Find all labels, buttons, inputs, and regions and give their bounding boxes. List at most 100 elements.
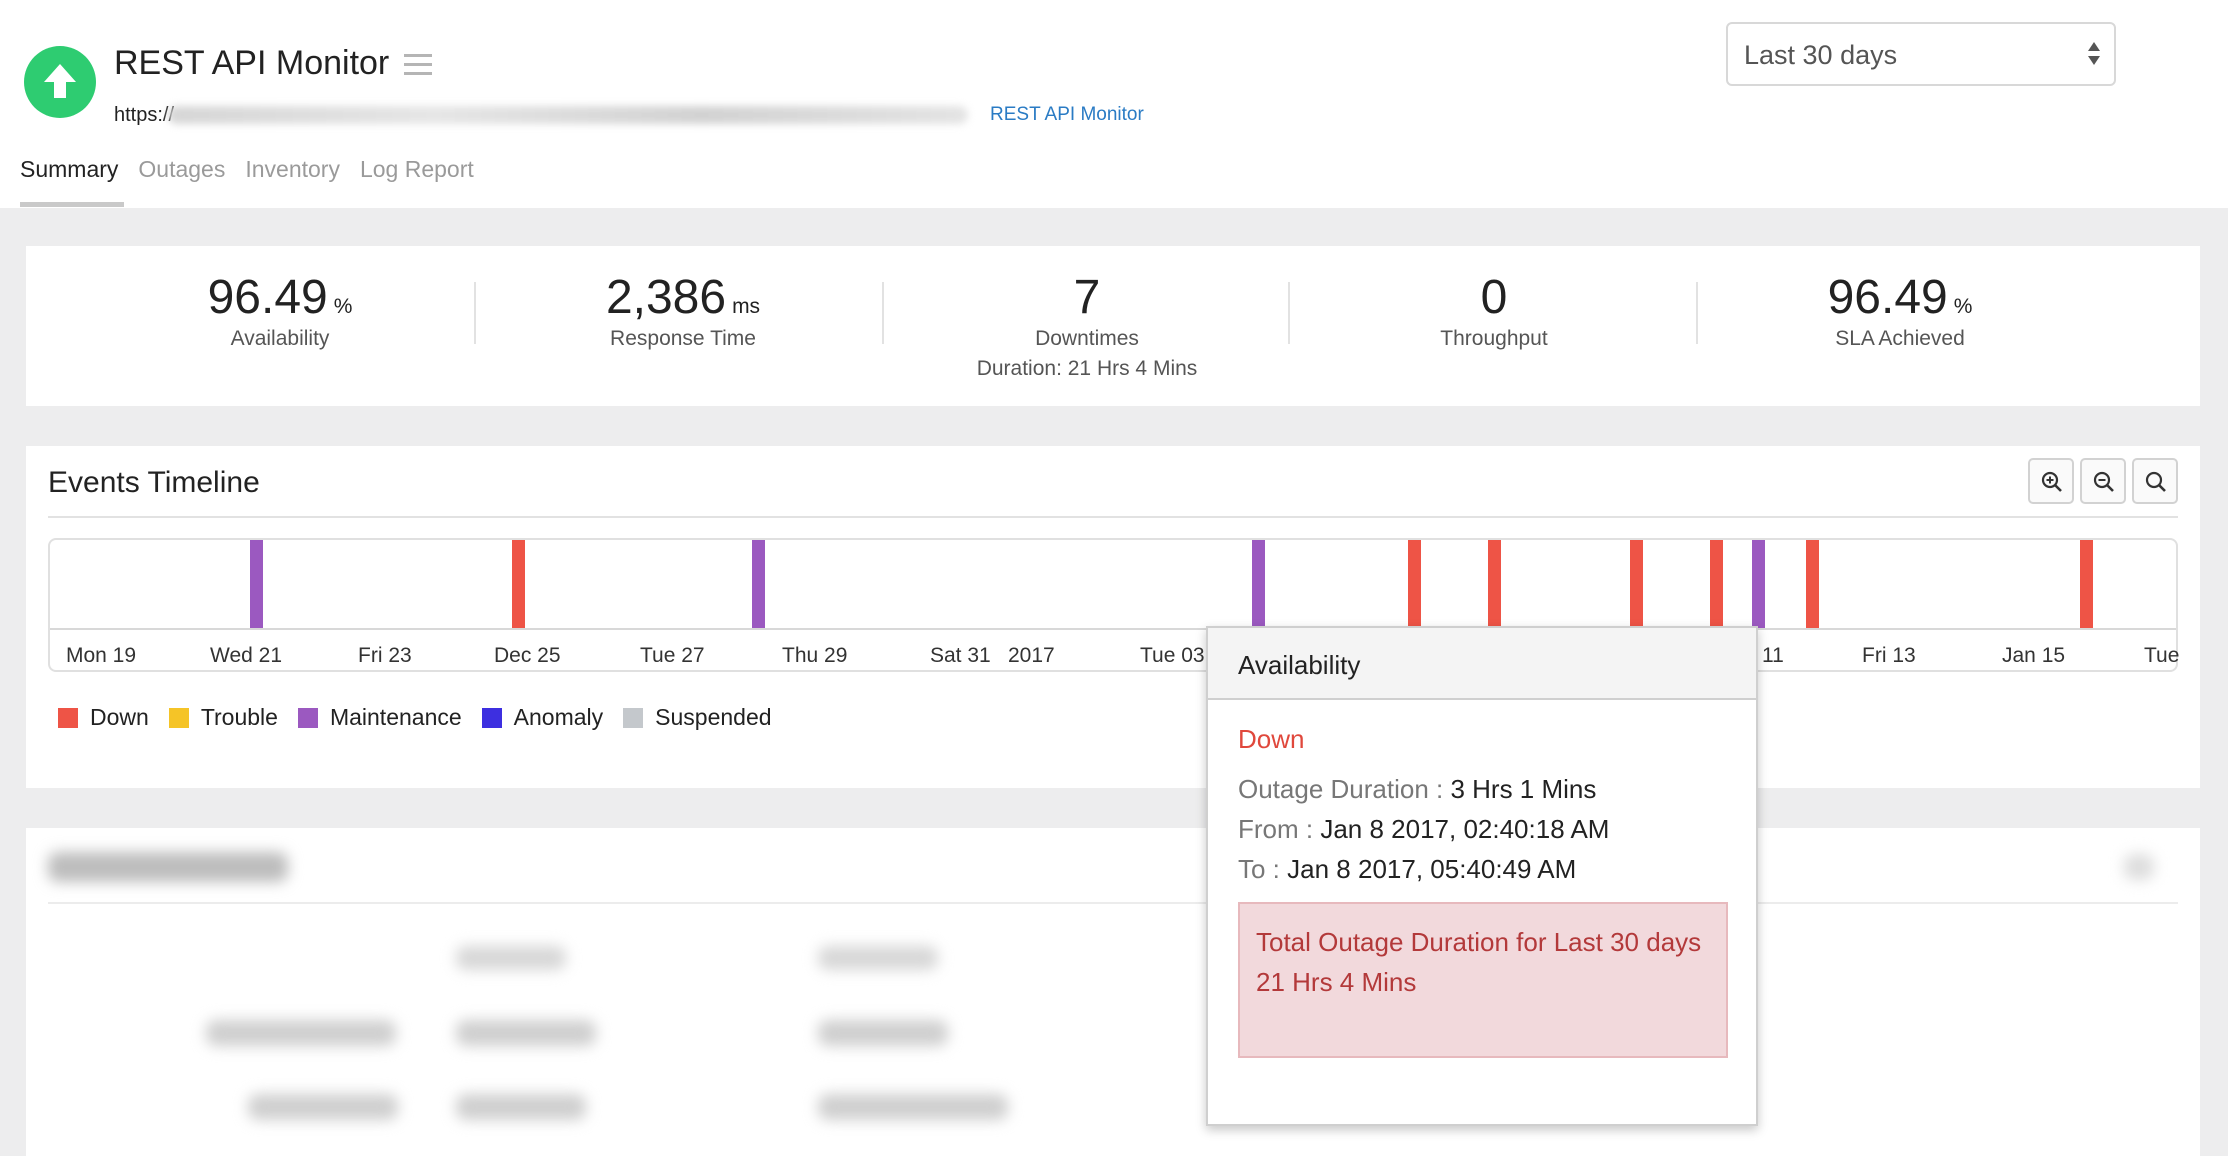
tab-log-report[interactable]: Log Report <box>359 156 474 182</box>
monitor-type-link[interactable]: REST API Monitor <box>990 104 1144 125</box>
stat-value: 96.49 <box>207 271 328 324</box>
axis-tick-label: 11 <box>1762 644 1784 667</box>
zoom-in-button[interactable] <box>2028 458 2074 504</box>
blurred-title <box>48 852 288 882</box>
event-bar[interactable] <box>1630 540 1643 628</box>
hamburger-menu-icon[interactable] <box>404 54 432 78</box>
axis-tick-label: 2017 <box>1008 644 1055 667</box>
blurred-text <box>456 946 566 970</box>
axis-tick-label: Mon 19 <box>66 644 137 667</box>
axis-tick-label: Tue 03 <box>1140 644 1205 667</box>
zoom-reset-button[interactable] <box>2132 458 2178 504</box>
stat-unit: ms <box>732 295 761 318</box>
legend-label: Anomaly <box>513 704 604 730</box>
stat-throughput: 0 Throughput <box>1290 270 1698 351</box>
blurred-text <box>248 1094 398 1120</box>
blurred-icon <box>2124 854 2154 880</box>
event-bar[interactable] <box>752 540 765 628</box>
title-divider <box>48 516 2178 518</box>
legend-item-maintenance[interactable]: Maintenance <box>297 704 462 731</box>
legend-swatch <box>168 707 189 728</box>
event-bar[interactable] <box>2080 540 2093 628</box>
stat-divider <box>474 282 476 344</box>
response-time-panel-blurred <box>26 828 2200 1156</box>
legend-swatch <box>58 707 78 728</box>
monitor-title: REST API Monitor <box>114 44 390 82</box>
timeline-legend: Down Trouble Maintenance Anomaly Suspend… <box>58 704 792 731</box>
blurred-divider <box>48 902 2178 904</box>
total-outage-label: Total Outage Duration for Last 30 days <box>1256 927 1702 957</box>
axis-tick-label: Thu 29 <box>782 644 848 667</box>
stat-sla-achieved: 96.49% SLA Achieved <box>1696 270 2104 351</box>
stat-value: 96.49 <box>1827 271 1948 324</box>
axis-tick-label: Tue 27 <box>640 644 705 667</box>
legend-item-trouble[interactable]: Trouble <box>168 704 278 731</box>
period-select[interactable]: Last 30 days <box>1726 22 2116 86</box>
axis-tick-label: Fri 23 <box>358 644 412 667</box>
blurred-text <box>456 1020 596 1046</box>
tab-bar: Summary Outages Inventory Log Report <box>20 156 494 207</box>
blurred-text <box>818 1094 1008 1120</box>
tooltip-title: Availability <box>1208 628 1756 700</box>
tooltip-to: To : Jan 8 2017, 05:40:49 AM <box>1238 854 1577 884</box>
blurred-text <box>818 1020 948 1046</box>
event-bar[interactable] <box>1710 540 1723 628</box>
legend-swatch <box>297 707 318 728</box>
tab-inventory[interactable]: Inventory <box>245 156 340 182</box>
stat-label: Throughput <box>1440 327 1548 350</box>
period-select-value: Last 30 days <box>1744 40 1898 70</box>
stat-downtimes: 7 Downtimes Duration: 21 Hrs 4 Mins <box>883 270 1291 381</box>
legend-swatch <box>481 707 502 728</box>
axis-tick-label: Fri 13 <box>1862 644 1916 667</box>
stat-value: 0 <box>1480 271 1508 324</box>
tooltip-outage-duration: Outage Duration : 3 Hrs 1 Mins <box>1238 774 1597 804</box>
axis-tick-label: Wed 21 <box>210 644 282 667</box>
event-bar[interactable] <box>1806 540 1819 628</box>
axis-tick-label: Dec 25 <box>494 644 561 667</box>
stat-label: Downtimes <box>1035 327 1139 350</box>
availability-tooltip: Availability Down Outage Duration : 3 Hr… <box>1206 626 1758 1126</box>
stat-value: 2,386 <box>605 271 727 324</box>
legend-item-down[interactable]: Down <box>58 704 149 731</box>
axis-tick-label: Jan 15 <box>2002 644 2066 667</box>
stat-divider <box>1696 282 1698 344</box>
tooltip-from: From : Jan 8 2017, 02:40:18 AM <box>1238 814 1610 844</box>
legend-label: Suspended <box>655 704 772 730</box>
axis-tick-label: Tue <box>2144 644 2180 667</box>
legend-label: Maintenance <box>329 704 462 730</box>
events-timeline-title: Events Timeline <box>48 466 260 499</box>
stat-unit: % <box>333 295 353 318</box>
zoom-reset-icon <box>2145 471 2166 492</box>
event-bar[interactable] <box>1252 540 1265 628</box>
event-bar[interactable] <box>512 540 525 628</box>
timeline-chart[interactable]: Mon 19 Wed 21 Fri 23 Dec 25 Tue 27 Thu 2… <box>48 538 2180 672</box>
tooltip-status: Down <box>1238 724 1305 754</box>
stat-value: 7 <box>1073 271 1101 324</box>
monitor-url: https:// <box>114 104 175 126</box>
url-blurred <box>168 106 968 124</box>
tab-outages[interactable]: Outages <box>138 156 226 182</box>
legend-item-anomaly[interactable]: Anomaly <box>481 704 604 731</box>
events-timeline-panel: Events Timeline Mon 19 Wed 21 Fri 23 Dec… <box>26 446 2200 788</box>
event-bar[interactable] <box>1752 540 1765 628</box>
event-bar[interactable] <box>250 540 263 628</box>
timeline-axis <box>50 628 2176 630</box>
total-outage-value: 21 Hrs 4 Mins <box>1256 967 1417 997</box>
stat-divider <box>882 282 884 344</box>
select-arrows-icon <box>2088 42 2102 65</box>
tab-summary[interactable]: Summary <box>20 156 125 207</box>
stat-label: Response Time <box>610 327 756 350</box>
legend-label: Down <box>90 704 149 730</box>
zoom-out-button[interactable] <box>2080 458 2126 504</box>
summary-stats: 96.49% Availability 2,386 ms Response Tim… <box>26 246 2200 406</box>
event-bar[interactable] <box>1488 540 1501 628</box>
status-up-icon <box>24 46 96 118</box>
legend-item-suspended[interactable]: Suspended <box>623 704 772 731</box>
legend-swatch <box>623 707 644 728</box>
zoom-in-icon <box>2041 471 2062 492</box>
zoom-out-icon <box>2093 471 2114 492</box>
event-bar[interactable] <box>1408 540 1421 628</box>
stat-response-time: 2,386 ms Response Time <box>479 270 887 351</box>
tooltip-total-outage: Total Outage Duration for Last 30 days 2… <box>1238 902 1728 1058</box>
blurred-text <box>206 1020 396 1046</box>
